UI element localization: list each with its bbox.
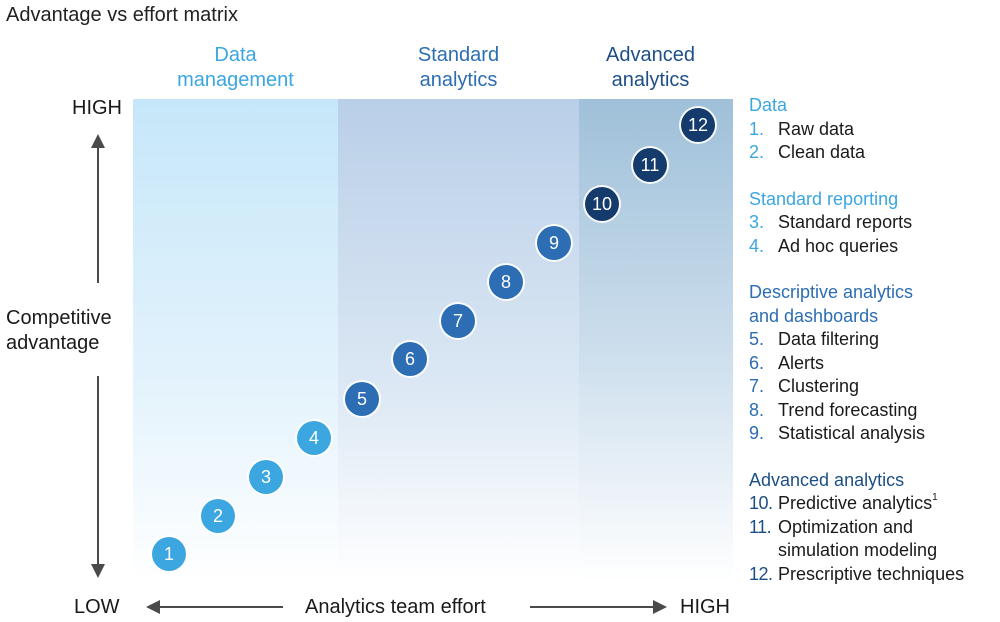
dot-3: 3 [249, 460, 283, 494]
legend-item-2: 2. Clean data [749, 141, 999, 165]
footnote-marker: 1 [932, 492, 938, 503]
legend-item-9: 9. Statistical analysis [749, 422, 999, 446]
dot-1: 1 [152, 537, 186, 571]
legend-item-text: Optimization and simulation modeling [778, 516, 938, 561]
dot-2: 2 [201, 499, 235, 533]
legend-item-text: Predictive analytics1 [778, 492, 938, 516]
dot-8: 8 [489, 265, 523, 299]
legend-item-number: 3. [749, 212, 765, 232]
legend-item-7: 7. Clustering [749, 375, 999, 399]
legend-item-1: 1. Raw data [749, 118, 999, 142]
legend: Data 1. Raw data 2. Clean data Standard … [749, 94, 999, 586]
legend-item-number: 6. [749, 352, 765, 373]
legend-item-text: Raw data [778, 118, 855, 139]
y-axis-high-label: HIGH [72, 97, 122, 119]
legend-item-text: Clustering [778, 376, 860, 396]
legend-item-11: 11. Optimization and simulation modeling [749, 516, 999, 563]
legend-heading-descriptive-analytics: Descriptive analytics and dashboards [749, 282, 914, 326]
legend-item-number: 7. [749, 376, 765, 396]
dot-10: 10 [585, 187, 619, 221]
legend-item-3: 3. Standard reports [749, 211, 999, 235]
x-axis-title: Analytics team effort [305, 596, 486, 618]
dot-4: 4 [297, 421, 331, 455]
legend-item-text-main: Predictive analytics [778, 493, 933, 513]
column-heading-advanced-analytics: Advanced analytics [606, 44, 695, 91]
legend-item-number: 8. [749, 399, 765, 420]
legend-item-8: 8. Trend forecasting [749, 399, 999, 423]
legend-item-number: 10. [749, 493, 773, 513]
legend-item-4: 4. Ad hoc queries [749, 235, 999, 259]
legend-item-text: Clean data [778, 142, 866, 162]
legend-item-number: 2. [749, 142, 765, 162]
legend-item-text: Ad hoc queries [778, 235, 899, 256]
diagram-title: Advantage vs effort matrix [6, 4, 238, 26]
legend-item-number: 11. [749, 516, 772, 537]
legend-item-text: Alerts [778, 352, 825, 373]
legend-item-number: 9. [749, 423, 765, 443]
legend-heading-data: Data [749, 95, 788, 115]
dot-9: 9 [537, 226, 571, 260]
column-band-data-management [133, 99, 338, 581]
legend-item-number: 5. [749, 329, 765, 349]
legend-item-number: 12. [749, 563, 773, 584]
legend-item-number: 1. [749, 118, 765, 139]
legend-heading-standard-reporting: Standard reporting [749, 188, 899, 209]
y-axis-arrow-up-head [91, 134, 105, 148]
legend-item-text: Standard reports [778, 212, 913, 232]
dot-12: 12 [681, 108, 715, 142]
legend-heading-advanced-analytics: Advanced analytics [749, 469, 905, 490]
legend-item-text: Prescriptive techniques [778, 563, 965, 584]
column-heading-standard-analytics: Standard analytics [417, 44, 500, 91]
legend-item-text: Statistical analysis [778, 423, 926, 443]
legend-item-12: 12. Prescriptive techniques [749, 563, 999, 587]
legend-item-5: 5. Data filtering [749, 328, 999, 352]
legend-item-text: Trend forecasting [778, 399, 918, 420]
column-heading-data-management: Data management [177, 44, 294, 91]
x-axis-high-label: HIGH [680, 596, 730, 618]
dot-6: 6 [393, 342, 427, 376]
column-band-standard-analytics [338, 99, 579, 581]
legend-item-10: 10. Predictive analytics1 [749, 492, 999, 516]
legend-item-text: Data filtering [778, 329, 880, 349]
legend-item-number: 4. [749, 235, 765, 256]
y-axis-arrow-down-head [91, 564, 105, 578]
legend-item-6: 6. Alerts [749, 352, 999, 376]
x-axis-low-label: LOW [74, 596, 120, 618]
x-axis-arrow-left-head [146, 600, 160, 614]
dot-11: 11 [633, 148, 667, 182]
dot-5: 5 [345, 382, 379, 416]
dot-7: 7 [441, 304, 475, 338]
x-axis-arrow-right-head [653, 600, 667, 614]
y-axis-title: Competitive advantage [6, 307, 112, 354]
